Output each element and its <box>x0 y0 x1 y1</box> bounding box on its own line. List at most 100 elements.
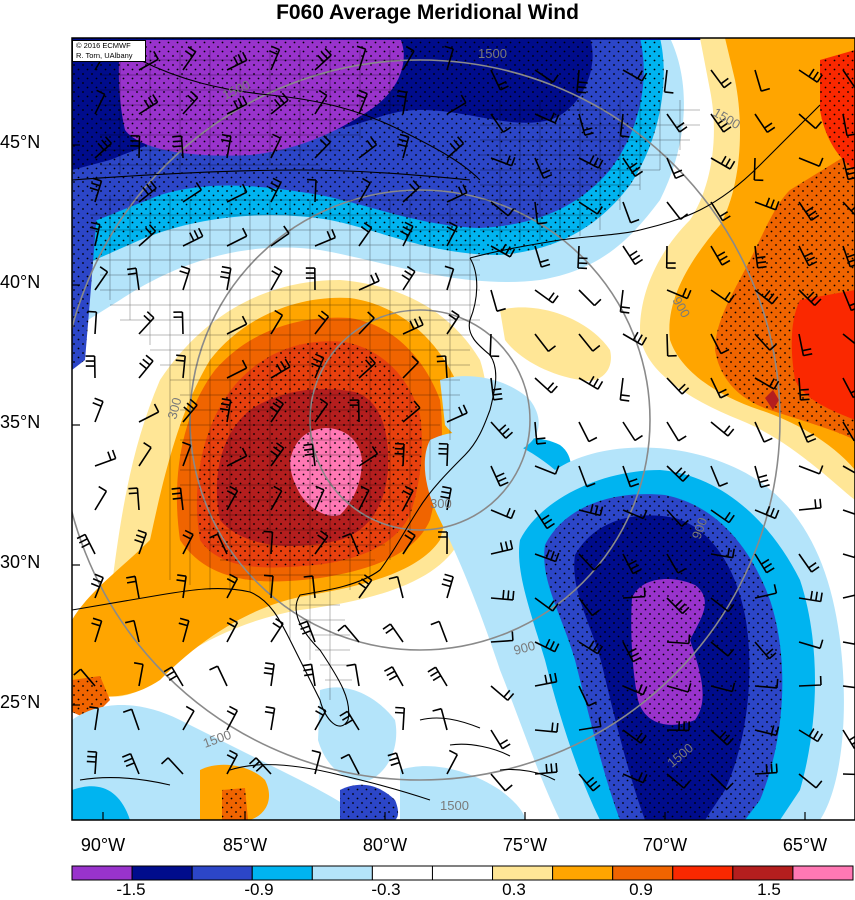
wind-barb <box>842 421 855 442</box>
wind-barb <box>138 94 159 115</box>
wind-barb <box>798 465 824 475</box>
wind-barb <box>666 421 687 442</box>
wind-barb <box>94 485 108 511</box>
wind-barb <box>340 753 360 775</box>
wind-barb <box>842 465 855 474</box>
wind-barb <box>490 421 514 439</box>
colorbar-label: -1.5 <box>116 880 146 899</box>
wind-barb <box>842 289 855 312</box>
wind-barb <box>401 265 416 291</box>
wind-barb <box>490 113 512 133</box>
wind-barb <box>798 289 822 306</box>
wind-barb <box>226 573 239 599</box>
wind-barb <box>710 377 729 399</box>
wind-barb <box>270 265 283 291</box>
wind-barb <box>534 672 558 687</box>
wind-barb <box>842 333 855 345</box>
wind-barb <box>798 201 820 221</box>
wind-barb <box>226 227 248 247</box>
wind-barb <box>578 717 602 731</box>
wind-barb <box>666 597 690 615</box>
credit-box: © 2016 ECMWF R. Torn, UAlbany <box>72 40 146 62</box>
wind-barb <box>441 573 454 599</box>
wind-barb <box>126 267 140 291</box>
wind-barb <box>356 45 367 71</box>
wind-barb <box>490 631 514 643</box>
contour-label: 900 <box>512 638 537 658</box>
wind-barb <box>842 157 855 181</box>
wind-barb <box>314 228 337 247</box>
wind-barb <box>176 574 187 599</box>
wind-barb <box>314 485 325 511</box>
wind-barb <box>270 133 282 159</box>
wind-barb <box>622 421 643 442</box>
contour-label: 1500 <box>478 46 507 61</box>
wind-barb <box>121 752 140 775</box>
wind-barb <box>226 705 239 731</box>
wind-barb <box>269 398 284 423</box>
wind-barb <box>179 265 191 291</box>
wind-barb <box>264 706 276 731</box>
wind-barb <box>402 355 419 379</box>
wind-barb <box>446 404 468 423</box>
wind-barb <box>622 772 648 784</box>
wind-barb <box>710 509 735 524</box>
wind-barb <box>402 316 424 335</box>
wind-barb <box>798 377 810 401</box>
wind-barb <box>219 398 232 423</box>
wind-barb <box>382 623 404 643</box>
wind-barb <box>303 575 316 599</box>
lat-label-25n: 25°N <box>0 692 41 712</box>
wind-barb <box>438 442 449 467</box>
wind-barb <box>666 634 691 645</box>
wind-barb <box>534 421 546 445</box>
wind-barb <box>358 272 380 291</box>
colorbar-swatch <box>131 865 193 881</box>
wind-barb <box>710 155 736 170</box>
wind-barb <box>842 552 855 559</box>
map-frame <box>71 37 855 821</box>
wind-barb <box>133 662 144 687</box>
wind-barb <box>270 442 285 467</box>
wind-barb <box>622 587 646 599</box>
wind-barb <box>842 69 855 89</box>
credit-copyright: © 2016 ECMWF <box>76 41 131 50</box>
wind-barb <box>622 509 648 520</box>
wind-barb <box>578 421 598 443</box>
wind-barb <box>666 333 677 357</box>
wind-barb <box>303 443 316 467</box>
wind-barb <box>358 445 379 467</box>
wind-barb <box>490 289 506 312</box>
wind-barb <box>358 222 373 247</box>
wind-barb <box>798 333 813 357</box>
wind-barb <box>754 763 778 775</box>
wind-barb <box>182 227 204 247</box>
wind-barb <box>226 749 239 775</box>
wind-barb <box>438 531 448 555</box>
wind-barb <box>666 113 688 133</box>
wind-barb <box>534 112 560 124</box>
wind-barb <box>622 331 648 346</box>
wind-barb <box>534 549 560 563</box>
wind-barb <box>314 398 329 423</box>
wind-barb <box>358 574 373 599</box>
wind-barb <box>182 441 192 467</box>
wind-barb <box>400 221 414 247</box>
wind-barb <box>490 201 515 217</box>
lon-label-75w: 75°W <box>502 835 548 855</box>
wind-barb <box>842 685 855 689</box>
wind-barb <box>754 553 775 574</box>
wind-barb <box>622 245 644 266</box>
wind-barb <box>138 442 152 467</box>
colorbar-label: 0.9 <box>629 880 653 899</box>
wind-barb <box>754 725 780 737</box>
wind-barb <box>226 95 248 115</box>
wind-barb <box>126 575 140 599</box>
wind-barb <box>226 51 248 71</box>
wind-barb <box>798 421 817 443</box>
wind-barb <box>578 113 594 136</box>
wind-barb <box>842 201 855 217</box>
wind-barb <box>798 68 823 83</box>
lon-label-65w: 65°W <box>782 835 828 855</box>
wind-barb <box>263 574 274 599</box>
